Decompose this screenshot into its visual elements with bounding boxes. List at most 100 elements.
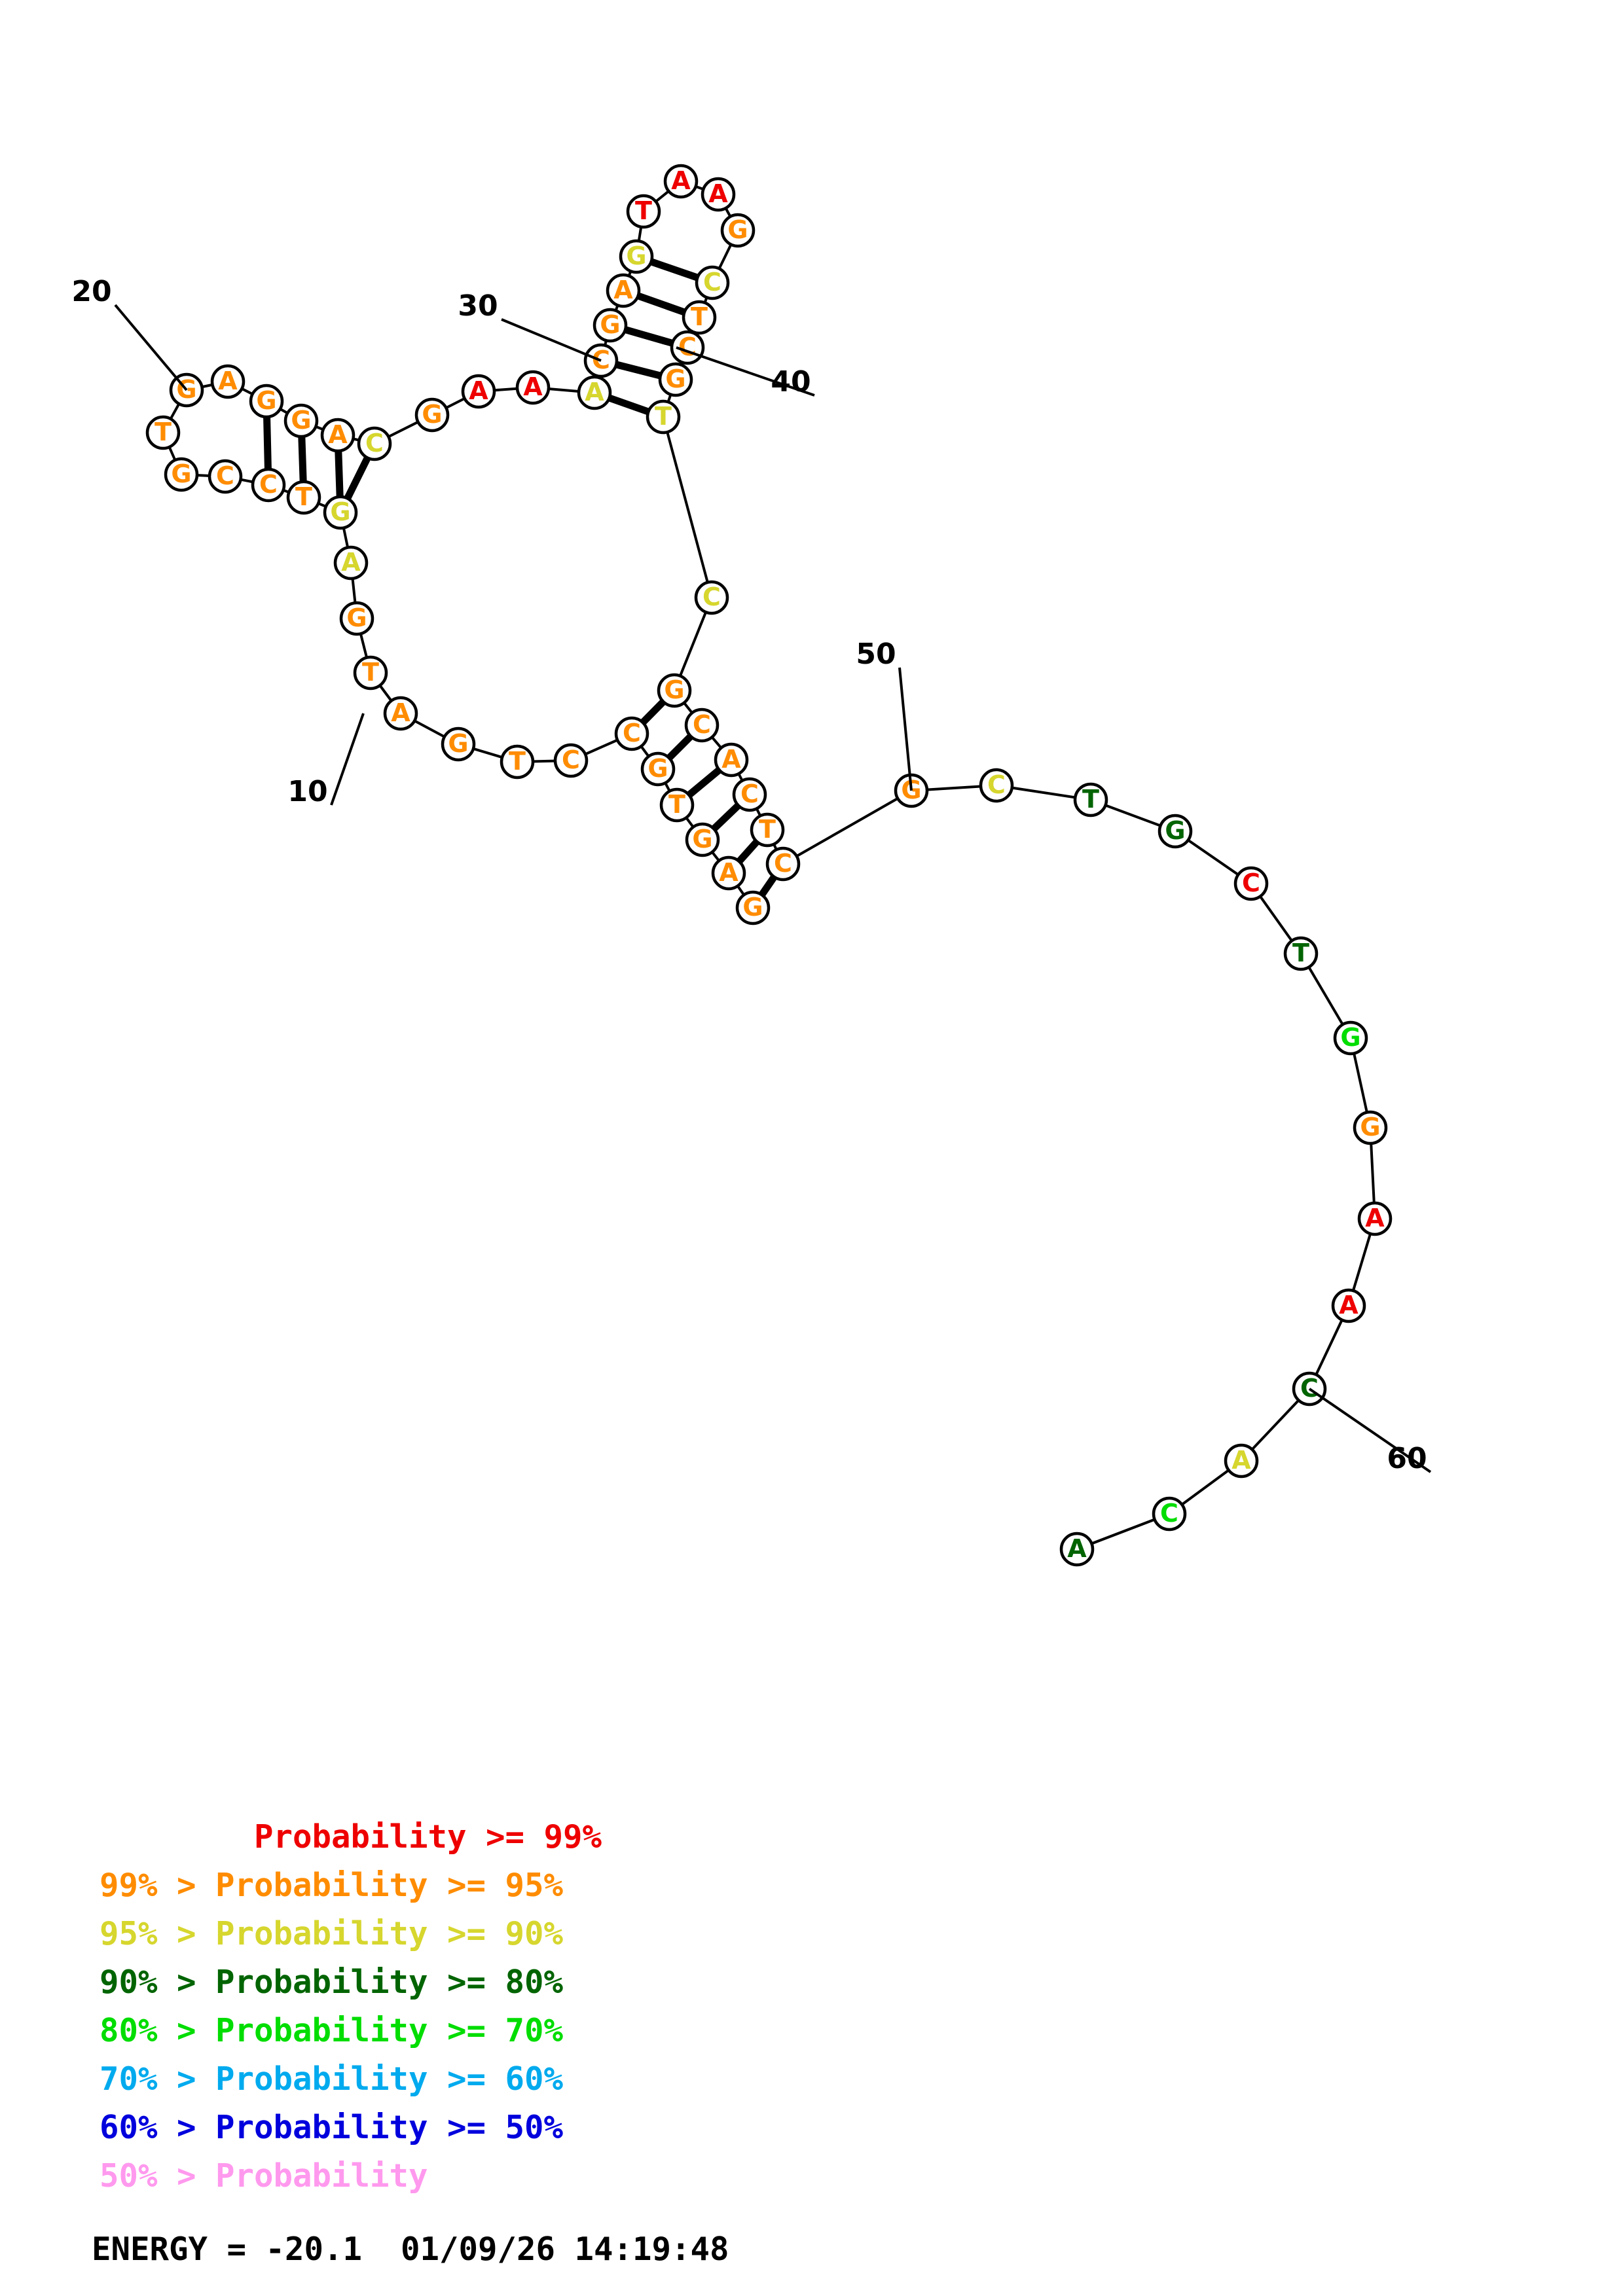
- nucleotide-c: C: [208, 459, 243, 494]
- nucleotide-t: T: [1283, 936, 1319, 971]
- nucleotide-letter: A: [1067, 1534, 1087, 1563]
- nucleotide-t: T: [659, 787, 695, 823]
- nucleotide-a: A: [606, 273, 641, 308]
- nucleotide-t: T: [286, 480, 321, 515]
- position-label: 40: [771, 365, 811, 399]
- nucleotide-letter: C: [1242, 869, 1260, 897]
- nucleotide-g: G: [685, 822, 720, 857]
- nucleotide-c: C: [694, 580, 729, 615]
- nucleotide-letter: A: [721, 745, 741, 774]
- nucleotide-g: G: [640, 751, 676, 787]
- nucleotide-a: A: [714, 742, 749, 778]
- nucleotide-c: C: [553, 743, 589, 778]
- nucleotide-letter: G: [448, 729, 468, 758]
- nucleotide-circle: [619, 239, 654, 274]
- nucleotide-circle: [640, 751, 676, 787]
- nucleotide-t: T: [353, 655, 388, 691]
- nucleotide-c: C: [251, 467, 286, 503]
- nucleotide-circle: [695, 265, 730, 300]
- nucleotide-g: G: [1158, 814, 1193, 849]
- nucleotide-g: G: [735, 890, 771, 925]
- position-label: 10: [287, 775, 327, 808]
- nucleotide-letter: A: [1231, 1446, 1251, 1475]
- nucleotide-letter: A: [1365, 1204, 1385, 1232]
- nucleotide-letter: G: [665, 365, 685, 393]
- nucleotide-letter: G: [171, 459, 191, 488]
- nucleotide-letter: A: [328, 420, 348, 449]
- nucleotide-g: G: [441, 726, 476, 762]
- probability-legend: Probability >= 99% 99% > Probability >= …: [0, 1813, 1623, 2268]
- nucleotide-letter: G: [647, 754, 668, 783]
- nucleotide-letter: C: [678, 332, 697, 361]
- nucleotide-circle: [720, 213, 756, 248]
- nucleotide-circle: [1283, 936, 1319, 971]
- nucleotide-circle: [320, 418, 356, 453]
- nucleotide-letter: C: [623, 719, 641, 747]
- nucleotide-letter: C: [1160, 1499, 1178, 1528]
- nucleotide-c: C: [1152, 1496, 1187, 1532]
- backbone-line: [662, 416, 713, 598]
- legend-row: 50% > Probability: [100, 2157, 428, 2195]
- nucleotide-circle: [614, 716, 649, 751]
- nucleotide-circle: [593, 308, 628, 343]
- position-leader-line: [114, 304, 188, 391]
- nucleotide-circle: [461, 374, 496, 409]
- nucleotide-circle: [208, 459, 243, 494]
- position-label: 20: [71, 275, 111, 308]
- nucleotide-circle: [701, 177, 736, 212]
- nucleotide-circle: [735, 890, 771, 925]
- nucleotide-letter: A: [708, 179, 728, 208]
- nucleotide-g: G: [658, 362, 693, 397]
- position-label: 60: [1387, 1442, 1427, 1475]
- nucleotide-letter: C: [987, 770, 1006, 799]
- nucleotide-letter: A: [391, 698, 410, 727]
- nucleotide-circle: [694, 580, 729, 615]
- nucleotide-a: A: [663, 164, 699, 199]
- nucleotide-letter: T: [759, 815, 776, 844]
- nucleotide-t: T: [145, 415, 181, 450]
- nucleotide-g: G: [323, 495, 358, 530]
- nucleotide-circle: [1152, 1496, 1187, 1532]
- nucleotide-letter: A: [585, 378, 604, 406]
- nucleotide-letter: A: [671, 166, 691, 195]
- nucleotide-letter: C: [216, 461, 234, 490]
- nucleotide-letter: T: [668, 790, 685, 819]
- nucleotide-t: T: [1073, 782, 1108, 817]
- legend-row: 90% > Probability >= 80%: [100, 1964, 564, 2001]
- nucleotide-circle: [606, 273, 641, 308]
- nucleotide-g: G: [164, 457, 199, 492]
- nucleotide-letter: A: [469, 376, 488, 405]
- nucleotide-t: T: [682, 300, 717, 335]
- nucleotide-g: G: [619, 239, 654, 274]
- nucleotide-g: G: [720, 213, 756, 248]
- nucleotide-letter: T: [655, 402, 672, 431]
- nucleotide-circle: [357, 426, 392, 461]
- nucleotide-a: A: [383, 696, 418, 731]
- nucleotide-a: A: [701, 177, 736, 212]
- nucleotide-circle: [1333, 1020, 1368, 1056]
- nucleotide-circle: [515, 370, 551, 405]
- nucleotide-circle: [711, 855, 746, 891]
- position-leader-line: [676, 346, 815, 397]
- nucleotide-letter: C: [365, 429, 384, 457]
- nucleotide-g: G: [414, 397, 450, 433]
- nucleotide-letter: G: [1360, 1113, 1380, 1141]
- nucleotide-c: C: [684, 708, 720, 743]
- position-leader-line: [1308, 1388, 1432, 1473]
- nucleotide-letter: G: [727, 215, 748, 244]
- position-labels: 10 20 30 40 50 60: [71, 275, 1432, 1475]
- nucleotide-circle: [414, 397, 450, 433]
- nucleotide-circle: [353, 655, 388, 691]
- nucleotide-g: G: [283, 403, 319, 439]
- nucleotide-letter: G: [330, 497, 350, 526]
- nucleotide-letter: T: [1292, 939, 1309, 967]
- nucleotide-circle: [145, 415, 181, 450]
- legend-row: 99% > Probability >= 95%: [100, 1867, 564, 1904]
- nucleotide-circle: [659, 787, 695, 823]
- nucleotide-t: T: [626, 194, 661, 229]
- nucleotide-c: C: [695, 265, 730, 300]
- nucleotide-circle: [441, 726, 476, 762]
- nucleotide-circle: [979, 768, 1014, 803]
- energy-timestamp-line: ENERGY = -20.1 01/09/26 14:19:48: [92, 2231, 729, 2268]
